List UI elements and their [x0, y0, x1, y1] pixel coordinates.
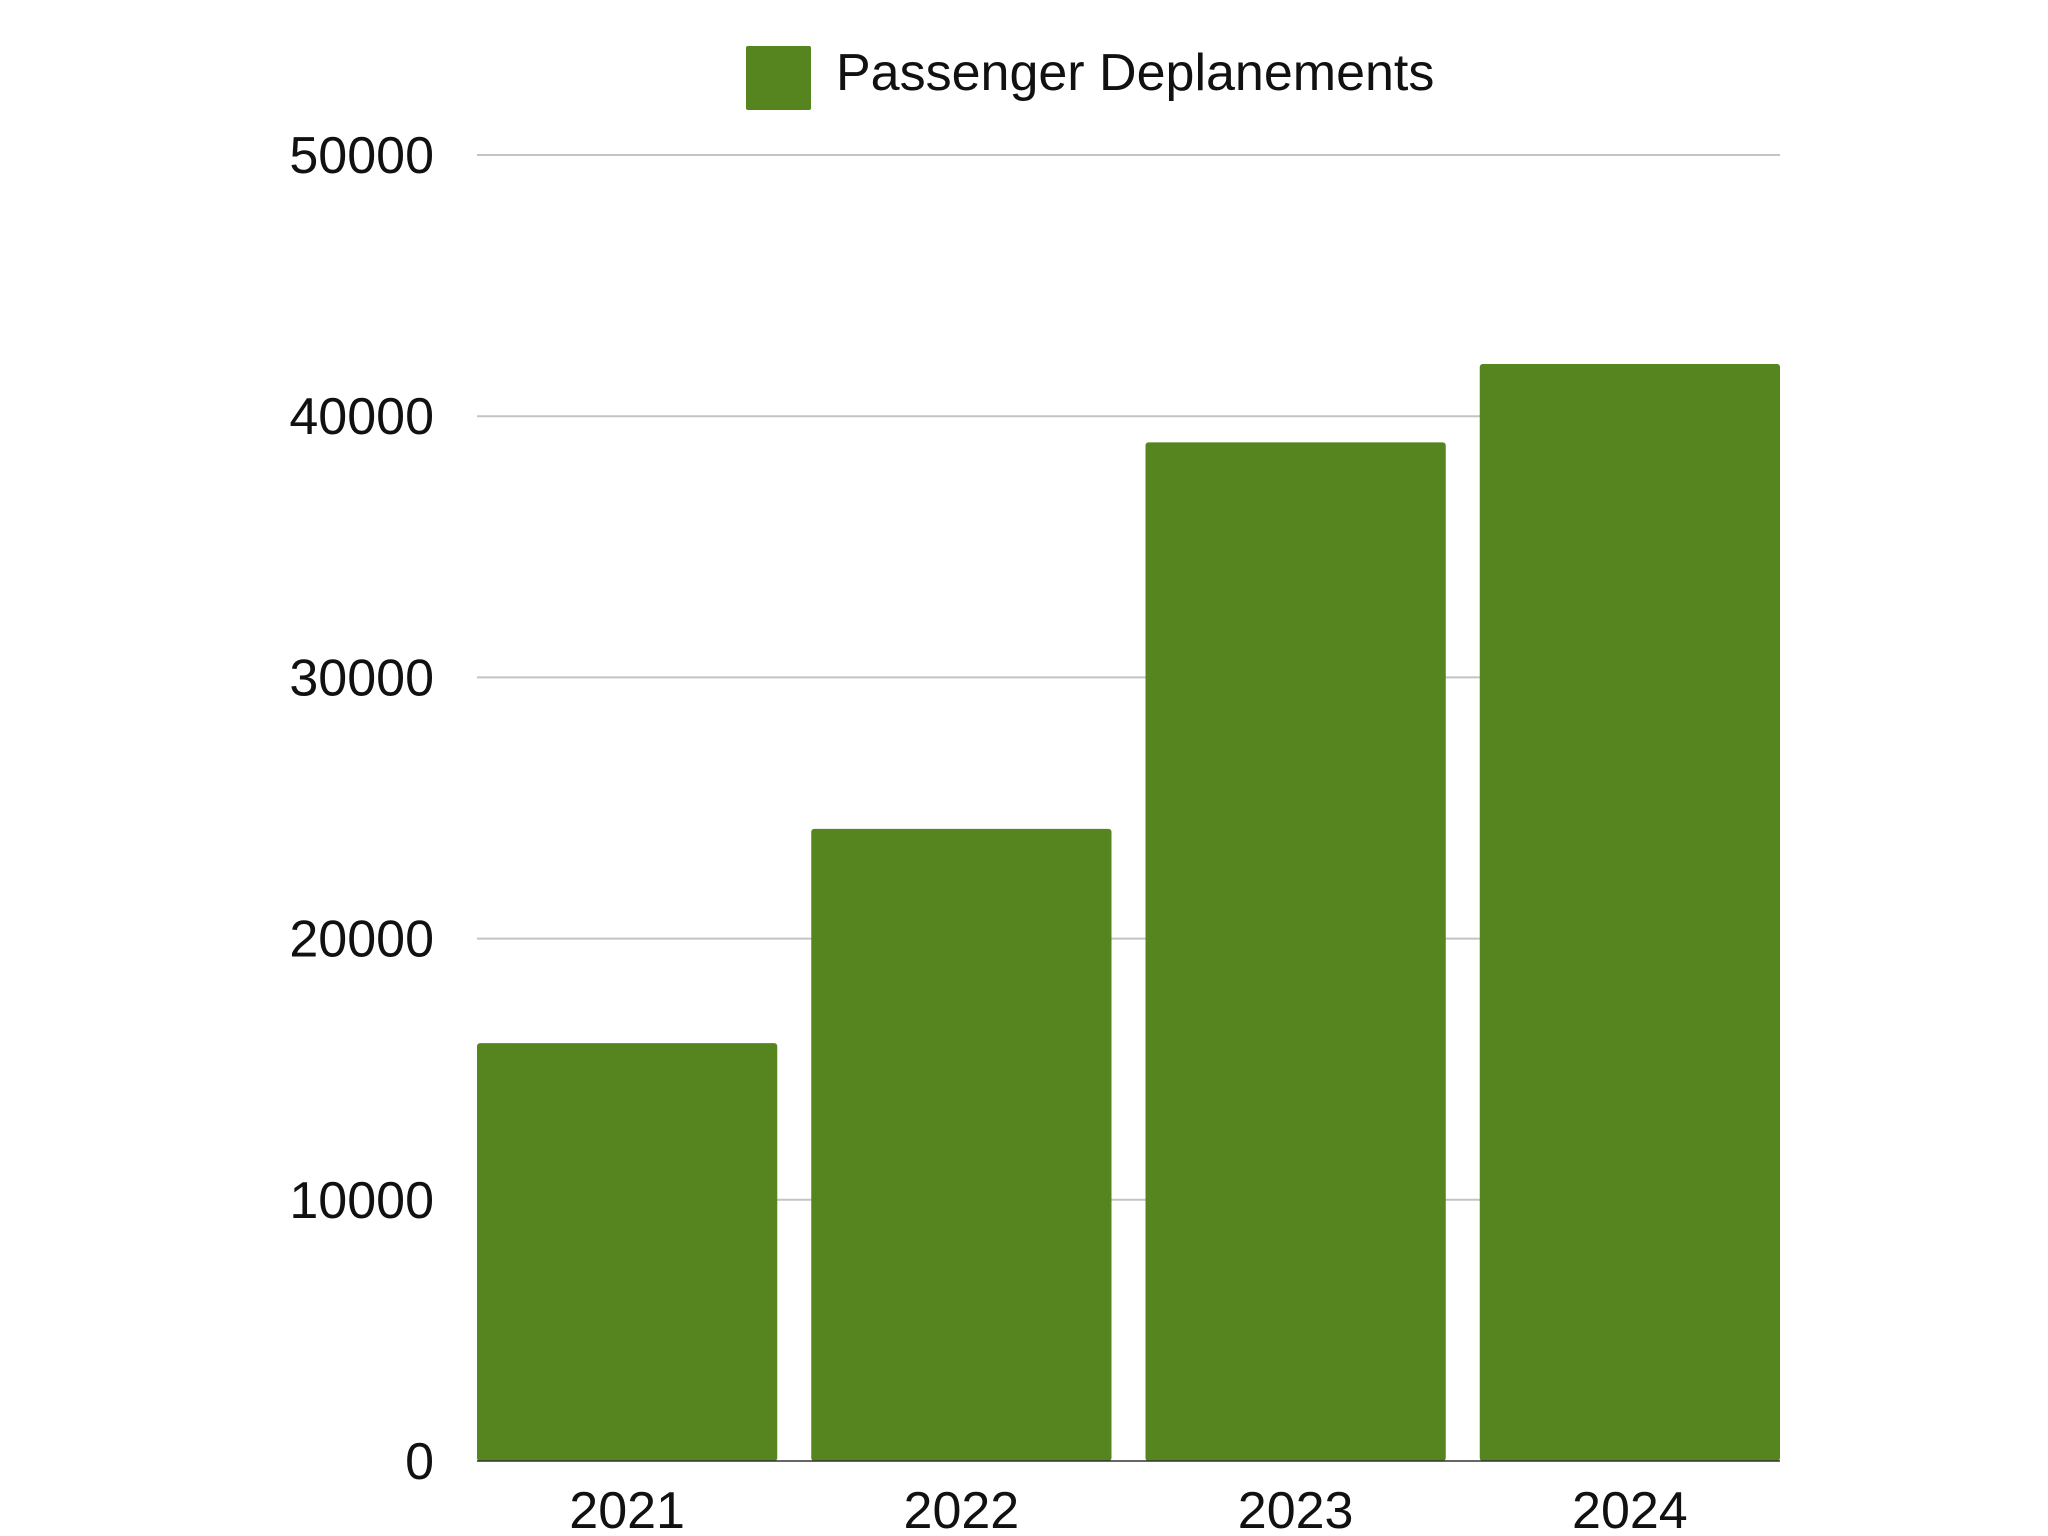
y-axis-tick-labels: 0 10000 20000 30000 40000 50000	[289, 127, 434, 1491]
x-tick-label: 2022	[904, 1482, 1020, 1536]
y-tick-label: 10000	[289, 1172, 434, 1230]
bar-2022	[811, 828, 1112, 1461]
x-tick-label: 2024	[1572, 1482, 1688, 1536]
y-tick-label: 20000	[289, 911, 434, 969]
y-tick-label: 30000	[289, 649, 434, 707]
x-tick-label: 2021	[569, 1482, 685, 1536]
legend-label: Passenger Deplanements	[836, 44, 1434, 102]
bar-2024	[1479, 363, 1780, 1462]
y-tick-label: 0	[405, 1433, 434, 1491]
bar-2021	[477, 1043, 778, 1461]
legend-swatch	[746, 46, 811, 110]
x-tick-label: 2023	[1238, 1482, 1354, 1536]
bars	[477, 363, 1780, 1462]
y-tick-label: 50000	[289, 127, 434, 185]
legend: Passenger Deplanements	[746, 44, 1434, 110]
bar-2023	[1145, 442, 1446, 1461]
y-tick-label: 40000	[289, 388, 434, 446]
x-axis-tick-labels: 2021 2022 2023 2024	[569, 1482, 1687, 1536]
